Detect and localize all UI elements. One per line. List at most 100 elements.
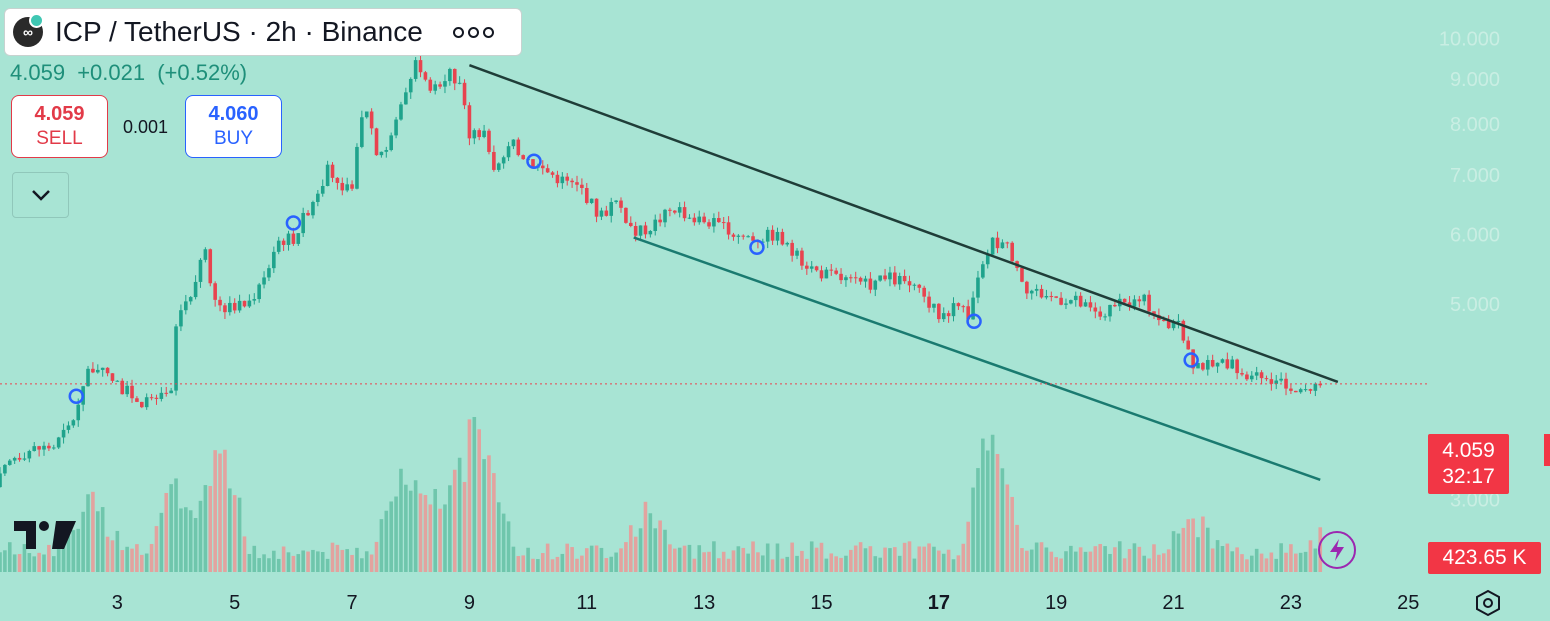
candle-body <box>819 270 824 279</box>
volume-bar <box>858 542 863 572</box>
more-dots-icon[interactable] <box>452 26 494 38</box>
price-change: +0.021 <box>77 60 146 85</box>
volume-bar <box>1225 543 1230 572</box>
x-tick-label: 13 <box>693 592 715 614</box>
volume-bar <box>580 555 584 572</box>
volume-bar <box>1093 546 1098 572</box>
x-tick-label: 7 <box>347 592 358 614</box>
volume-bar <box>3 550 7 572</box>
volume-bar <box>624 542 628 572</box>
volume-bar <box>47 544 51 572</box>
volume-bar <box>1303 551 1308 572</box>
candle-body <box>560 176 565 184</box>
candle-body <box>545 168 550 173</box>
volume-bar <box>985 450 990 572</box>
candle-body <box>594 198 599 217</box>
candle-body <box>1308 389 1313 391</box>
volume-bar <box>917 546 922 572</box>
signal-marker <box>68 388 85 405</box>
x-tick-label: 23 <box>1280 592 1302 614</box>
candle-body <box>1254 372 1259 376</box>
volume-bar <box>897 555 902 572</box>
volume-bar <box>805 558 809 572</box>
collapse-button[interactable] <box>12 172 69 218</box>
candle-body <box>506 146 511 158</box>
volume-bar <box>814 547 819 572</box>
candle-body <box>746 236 750 238</box>
volume-bar <box>717 558 721 572</box>
candle-body <box>775 231 780 241</box>
candle-body <box>1274 380 1279 384</box>
volume-bar <box>389 501 393 572</box>
symbol-header[interactable]: ∞ ICP / TetherUS · 2h · Binance <box>4 8 522 56</box>
volume-bar <box>1245 559 1249 572</box>
current-price: 4.059 <box>1442 439 1495 462</box>
candle-body <box>521 155 526 160</box>
tradingview-logo-icon[interactable] <box>12 517 78 553</box>
last-price: 4.059 <box>10 60 66 85</box>
candle-body <box>956 303 961 307</box>
volume-bar <box>1010 496 1014 572</box>
candle-body <box>232 302 237 311</box>
candle-body <box>888 272 892 280</box>
candle-body <box>1298 389 1303 393</box>
volume-bar <box>179 508 183 572</box>
volume-bar <box>154 526 159 572</box>
candle-body <box>966 306 970 320</box>
y-tick-label: 6.000 <box>1450 224 1500 246</box>
price-change-percent: (+0.52%) <box>157 60 248 85</box>
candle-body <box>721 222 726 224</box>
candle-body <box>849 277 853 279</box>
volume-bar <box>584 548 589 572</box>
signal-marker <box>526 153 542 170</box>
candle-body <box>115 380 120 382</box>
candle-body <box>1303 389 1308 391</box>
volume-bar <box>746 553 750 572</box>
volume-bar <box>1083 551 1088 572</box>
candle-body <box>291 233 296 244</box>
candle-body <box>878 275 882 281</box>
volume-bar <box>1039 542 1044 572</box>
candle-body <box>844 277 848 281</box>
candle-body <box>658 219 662 223</box>
volume-bar <box>1034 542 1039 572</box>
volume-bar <box>291 555 296 572</box>
candle-body <box>917 284 922 288</box>
candle-body <box>643 225 648 235</box>
volume-bar <box>477 429 482 572</box>
volume-bar <box>780 558 785 572</box>
candle-body <box>1142 294 1147 302</box>
volume-bar <box>320 552 325 572</box>
candle-body <box>252 299 257 301</box>
lightning-bolt-button[interactable] <box>1318 531 1356 569</box>
volume-bar <box>663 529 667 572</box>
sell-button[interactable]: 4.059 SELL <box>11 95 108 158</box>
candle-body <box>540 165 545 169</box>
volume-bar <box>878 557 882 572</box>
candle-body <box>12 457 17 461</box>
volume-bar <box>995 454 1000 572</box>
volume-bar <box>174 478 178 572</box>
candle-body <box>457 82 462 84</box>
volume-bar <box>643 501 648 572</box>
volume-bar <box>1117 541 1122 572</box>
candle-body <box>922 287 926 297</box>
candle-body <box>619 200 623 208</box>
candle-body <box>893 272 897 285</box>
candle-body <box>7 460 12 465</box>
volume-bar <box>599 547 604 572</box>
volume-bar <box>697 545 702 572</box>
volume-bar <box>1293 553 1298 572</box>
candle-body <box>110 373 115 381</box>
candle-body <box>795 250 799 256</box>
volume-bar <box>956 555 961 572</box>
candle-body <box>32 446 37 451</box>
volume-bar <box>232 495 237 572</box>
candle-body <box>86 368 90 387</box>
buy-button[interactable]: 4.060 BUY <box>185 95 282 158</box>
volume-bar <box>438 508 442 572</box>
candle-body <box>1000 242 1005 249</box>
volume-bar <box>575 558 579 572</box>
chart-settings-button[interactable] <box>1472 588 1504 618</box>
